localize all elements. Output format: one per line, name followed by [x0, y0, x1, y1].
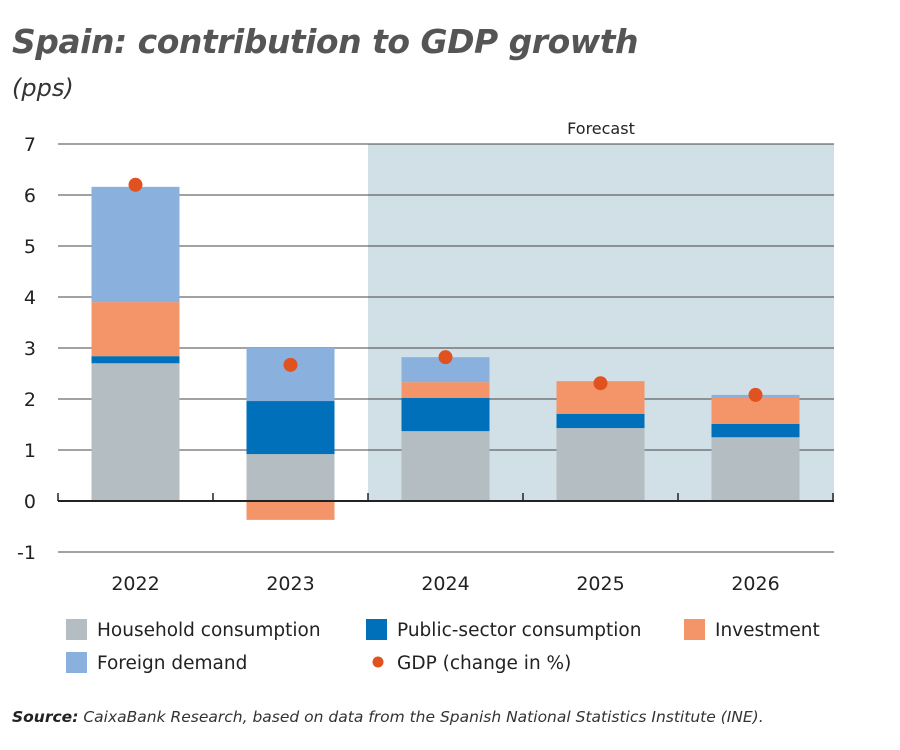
gdp-point-2026 [748, 387, 763, 402]
x-tick-label: 2025 [576, 573, 624, 595]
bar-public-sector-consumption-2022 [91, 356, 180, 364]
gdp-point-2024 [438, 350, 453, 365]
x-tick-label: 2024 [421, 573, 469, 595]
bar-household-consumption-2025 [556, 428, 645, 501]
bar-household-consumption-2024 [401, 431, 490, 501]
x-tick-label: 2023 [266, 573, 314, 595]
legend-swatch [66, 652, 87, 673]
y-tick-label: 6 [24, 185, 36, 207]
forecast-label: Forecast [567, 119, 635, 138]
legend-gdp-marker [372, 656, 384, 668]
bar-investment-2023 [246, 501, 335, 520]
bar-public-sector-consumption-2023 [246, 401, 335, 455]
bar-household-consumption-2026 [711, 437, 800, 501]
source-text: CaixaBank Research, based on data from t… [78, 708, 764, 726]
y-tick-label: 3 [24, 338, 36, 360]
legend-label: Public-sector consumption [397, 620, 641, 641]
y-tick-label: 5 [24, 236, 36, 258]
legend-label: GDP (change in %) [397, 653, 571, 674]
y-tick-label: 1 [24, 440, 36, 462]
bar-public-sector-consumption-2026 [711, 423, 800, 438]
source-label: Source: [12, 708, 79, 726]
legend-swatch [366, 619, 387, 640]
gdp-point-2025 [593, 376, 608, 391]
legend-label: Investment [715, 620, 820, 641]
bar-investment-2022 [91, 302, 180, 357]
chart: Forecast -1 0 1 2 3 4 5 6 7 2022 2023 2024 2025 2026 Ho… [17, 119, 834, 674]
legend-swatch [66, 619, 87, 640]
y-tick-label: 7 [24, 134, 36, 156]
y-tick-label: -1 [17, 542, 36, 564]
bar-household-consumption-2023 [246, 454, 335, 501]
gdp-point-2023 [283, 357, 298, 372]
source-note: Source: CaixaBank Research, based on dat… [12, 708, 764, 726]
y-tick-label: 0 [24, 491, 36, 513]
y-tick-label: 4 [24, 287, 36, 309]
legend-label: Foreign demand [97, 653, 247, 674]
legend-label: Household consumption [97, 620, 321, 641]
bar-public-sector-consumption-2025 [556, 413, 645, 429]
chart-title: Spain: contribution to GDP growth [12, 22, 639, 61]
bar-foreign-demand-2023 [246, 348, 335, 402]
bar-investment-2026 [711, 397, 800, 424]
x-tick-label: 2022 [111, 573, 159, 595]
bar-household-consumption-2022 [91, 363, 180, 501]
chart-subtitle: (pps) [12, 74, 74, 102]
gdp-point-2022 [128, 177, 143, 192]
bar-public-sector-consumption-2024 [401, 397, 490, 432]
bar-foreign-demand-2022 [91, 186, 180, 303]
x-tick-label: 2026 [731, 573, 779, 595]
bar-investment-2024 [401, 382, 490, 398]
legend-swatch [684, 619, 705, 640]
y-tick-label: 2 [24, 389, 36, 411]
